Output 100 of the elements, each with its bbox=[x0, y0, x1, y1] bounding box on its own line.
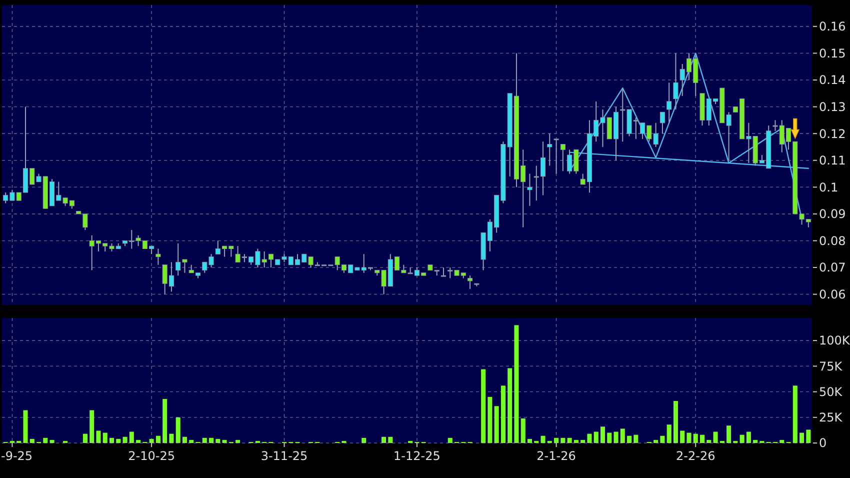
bar bbox=[627, 436, 632, 443]
bar bbox=[634, 434, 638, 443]
bar bbox=[96, 430, 101, 443]
bar bbox=[680, 430, 685, 443]
bar bbox=[136, 440, 141, 443]
bar bbox=[520, 418, 526, 443]
bar bbox=[554, 438, 559, 443]
bar bbox=[594, 432, 598, 443]
x-tick-label: -9-25 bbox=[1, 449, 33, 463]
candlestick bbox=[468, 275, 473, 290]
bar bbox=[713, 432, 718, 443]
bar bbox=[209, 438, 214, 443]
bar bbox=[222, 440, 227, 443]
y-tick-label: 0.1 bbox=[819, 180, 838, 194]
y-tick-label: 0.12 bbox=[819, 126, 846, 141]
bar bbox=[122, 436, 128, 443]
bar bbox=[693, 434, 698, 443]
bar bbox=[700, 434, 705, 443]
bar bbox=[800, 432, 804, 443]
bar bbox=[500, 386, 506, 443]
y-tick-label: 0.06 bbox=[819, 287, 846, 302]
bar bbox=[90, 410, 94, 443]
bar bbox=[43, 438, 48, 443]
bar bbox=[129, 432, 134, 443]
y-tick-label: 0 bbox=[819, 436, 827, 450]
y-tick-label: 0.13 bbox=[819, 100, 846, 114]
x-tick-label: 3-11-25 bbox=[260, 449, 308, 463]
bar bbox=[23, 410, 28, 443]
bar bbox=[50, 440, 54, 443]
bar bbox=[30, 438, 34, 443]
bar bbox=[109, 438, 114, 443]
bar bbox=[600, 426, 605, 443]
bar bbox=[587, 434, 592, 443]
y-tick-label: 0.08 bbox=[819, 234, 846, 248]
bar bbox=[82, 434, 88, 443]
bar bbox=[169, 434, 174, 443]
bar bbox=[202, 438, 207, 443]
bar bbox=[726, 426, 732, 443]
x-tick-label: 2-1-26 bbox=[536, 449, 576, 463]
y-tick-label: 50K bbox=[819, 384, 844, 399]
bar bbox=[620, 428, 625, 443]
bar bbox=[673, 400, 678, 443]
bar bbox=[189, 440, 194, 443]
bar bbox=[580, 440, 586, 443]
bar bbox=[488, 396, 492, 443]
bar bbox=[362, 438, 366, 443]
bar bbox=[481, 369, 486, 443]
bar bbox=[182, 436, 187, 443]
y-tick-label: 0.09 bbox=[819, 207, 846, 222]
bar bbox=[116, 438, 121, 443]
bar bbox=[560, 438, 566, 443]
bar bbox=[448, 438, 452, 443]
bar bbox=[746, 432, 751, 443]
bar bbox=[780, 440, 784, 443]
bar bbox=[388, 436, 393, 443]
bar bbox=[102, 432, 108, 443]
bar bbox=[614, 432, 618, 443]
bar bbox=[514, 325, 519, 443]
bar bbox=[792, 386, 798, 443]
bar bbox=[508, 368, 512, 443]
bar bbox=[607, 432, 612, 443]
bar bbox=[527, 438, 532, 443]
candlestick bbox=[554, 138, 559, 174]
bar bbox=[216, 438, 220, 443]
bar bbox=[753, 440, 758, 443]
bar bbox=[574, 440, 578, 443]
bar bbox=[176, 417, 180, 443]
bar bbox=[806, 430, 811, 443]
y-tick-label: 0.16 bbox=[819, 20, 846, 34]
candlestick bbox=[527, 173, 532, 206]
bar bbox=[494, 406, 499, 443]
bar bbox=[156, 436, 160, 443]
candlestick bbox=[673, 52, 678, 110]
y-tick-label: 25K bbox=[819, 410, 844, 425]
bar bbox=[706, 440, 712, 443]
bar bbox=[654, 440, 658, 443]
candlestick bbox=[560, 144, 566, 172]
bar bbox=[666, 424, 672, 443]
bar bbox=[567, 438, 572, 443]
bar bbox=[540, 436, 546, 443]
y-tick-label: 0.15 bbox=[819, 46, 846, 60]
y-tick-label: 75K bbox=[819, 359, 844, 374]
x-tick-label: 2-2-26 bbox=[676, 449, 716, 463]
bar bbox=[236, 440, 240, 443]
y-tick-label: 100K bbox=[819, 334, 850, 348]
bar bbox=[149, 438, 154, 443]
candlestick bbox=[440, 267, 446, 277]
candlestick bbox=[156, 248, 161, 266]
bar bbox=[382, 436, 386, 443]
y-tick-label: 0.11 bbox=[819, 154, 846, 168]
bar bbox=[660, 436, 665, 443]
x-tick-label: 1-12-25 bbox=[394, 449, 440, 463]
y-tick-label: 0.14 bbox=[819, 73, 846, 88]
x-tick-label: 2-10-25 bbox=[128, 449, 175, 463]
bar bbox=[740, 434, 744, 443]
candlestick bbox=[666, 82, 672, 124]
y-tick-label: 0.07 bbox=[819, 260, 846, 275]
candlestick bbox=[547, 133, 552, 166]
candlestick bbox=[660, 112, 665, 134]
bar bbox=[162, 398, 168, 443]
